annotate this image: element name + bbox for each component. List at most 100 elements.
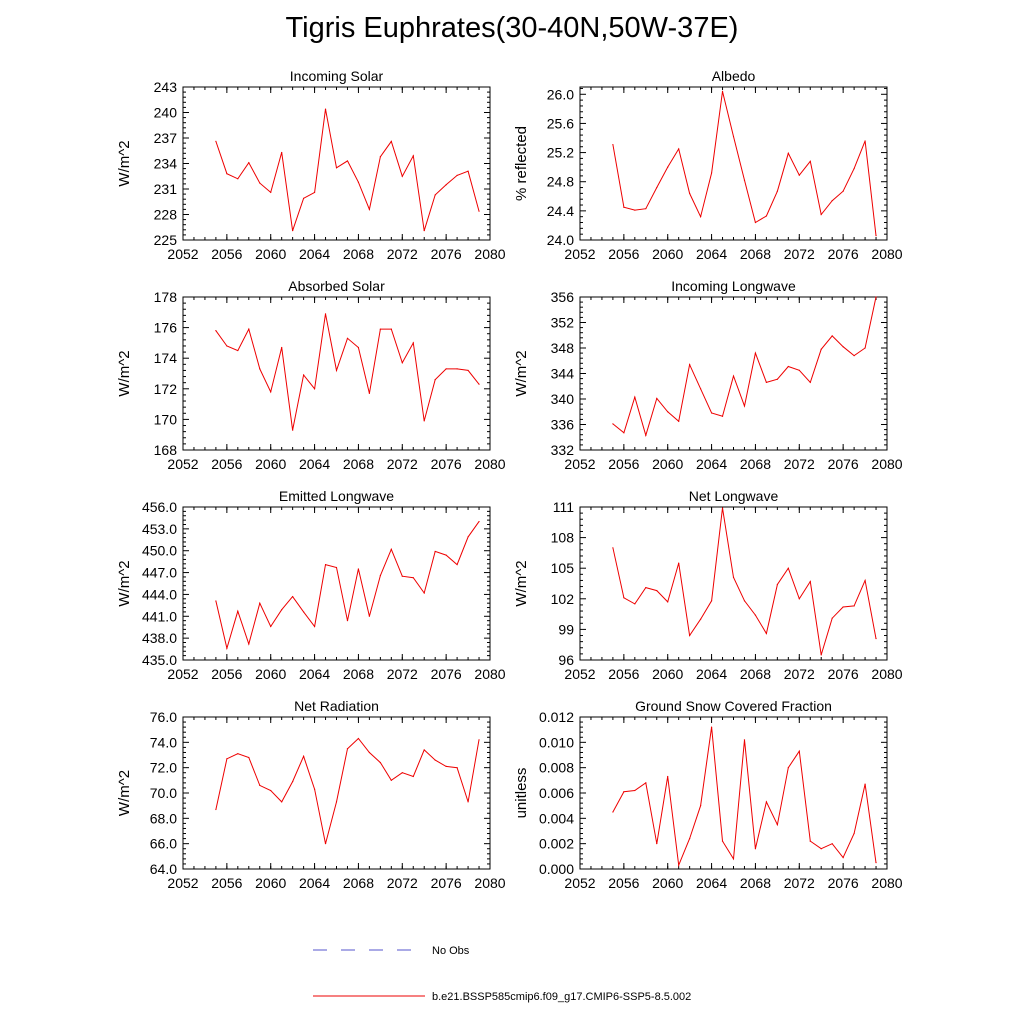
y-tick-label: 74.0 (150, 734, 177, 750)
data-point (423, 230, 425, 232)
x-tick-label: 2068 (343, 456, 374, 472)
y-tick-label: 170 (154, 411, 178, 427)
x-tick-label: 2052 (564, 246, 595, 262)
data-point (831, 843, 833, 845)
data-point (721, 840, 724, 842)
y-tick-label: 76.0 (150, 709, 177, 725)
series-line (215, 109, 480, 231)
x-tick-label: 2064 (299, 456, 330, 472)
data-point (292, 781, 294, 783)
y-tick-label: 105 (551, 560, 575, 576)
data-point (689, 192, 691, 194)
data-point (831, 617, 833, 619)
data-point (667, 601, 669, 603)
data-point (390, 140, 392, 142)
data-point (335, 369, 338, 372)
x-tick-label: 2064 (299, 875, 330, 891)
data-point (645, 434, 647, 436)
data-point (689, 838, 691, 840)
data-point (678, 420, 680, 422)
x-tick-label: 2056 (608, 456, 639, 472)
plot-frame (182, 716, 491, 870)
data-point (478, 383, 480, 385)
data-point (281, 346, 283, 349)
x-tick-label: 2056 (608, 875, 639, 891)
x-tick-label: 2068 (740, 666, 771, 682)
y-axis-label: % reflected (513, 126, 530, 201)
y-axis-label: unitless (513, 768, 530, 819)
x-tick-label: 2080 (474, 875, 505, 891)
data-point (478, 210, 480, 212)
y-tick-label: 0.008 (539, 760, 574, 776)
x-tick-label: 2072 (784, 456, 815, 472)
x-tick-label: 2060 (255, 875, 286, 891)
y-axis-label: W/m^2 (116, 560, 133, 606)
x-tick-label: 2080 (474, 666, 505, 682)
data-point (809, 381, 811, 384)
data-point (864, 140, 866, 142)
x-tick-label: 2068 (740, 246, 771, 262)
x-tick-label: 2072 (784, 666, 815, 682)
data-point (721, 90, 724, 92)
data-point (445, 184, 447, 186)
data-point (313, 788, 316, 790)
data-point (667, 411, 669, 413)
data-point (335, 801, 338, 803)
y-tick-label: 0.002 (539, 836, 574, 852)
data-point (700, 618, 702, 620)
data-point (623, 206, 625, 208)
data-point (303, 611, 305, 613)
y-tick-label: 24.4 (547, 203, 574, 219)
series-line (215, 521, 480, 651)
data-point (226, 758, 228, 760)
data-point (401, 362, 403, 364)
y-tick-label: 456.0 (142, 499, 177, 515)
data-point (237, 610, 239, 612)
data-point (623, 597, 625, 599)
data-point (401, 175, 403, 177)
data-point (390, 548, 392, 550)
data-point (864, 347, 866, 349)
data-point (346, 160, 349, 162)
series-line (612, 727, 877, 868)
data-point (820, 213, 822, 216)
data-point (324, 108, 327, 110)
data-point (401, 575, 403, 577)
data-point (645, 586, 647, 589)
y-tick-label: 225 (154, 232, 178, 248)
x-tick-label: 2060 (652, 456, 683, 472)
x-tick-label: 2052 (167, 456, 198, 472)
data-point (248, 756, 250, 759)
data-point (634, 603, 636, 605)
data-point (710, 726, 713, 728)
y-tick-label: 444.0 (142, 586, 177, 602)
y-tick-label: 26.0 (547, 86, 574, 102)
data-point (226, 647, 228, 649)
data-point (445, 554, 447, 556)
data-point (809, 160, 811, 162)
x-tick-label: 2052 (167, 875, 198, 891)
x-tick-label: 2076 (431, 666, 462, 682)
data-point (357, 568, 360, 570)
data-point (226, 345, 228, 347)
data-point (215, 330, 217, 332)
x-tick-label: 2080 (871, 666, 902, 682)
x-tick-label: 2060 (652, 875, 683, 891)
y-tick-label: 70.0 (150, 785, 177, 801)
data-point (281, 801, 283, 803)
y-tick-label: 64.0 (150, 861, 177, 877)
panel-4: Incoming Longwave W/m^2 2052 2056 2060 2064 20… (513, 278, 903, 472)
data-point (313, 625, 316, 628)
data-point (215, 140, 217, 142)
y-tick-label: 336 (551, 417, 575, 433)
data-point (853, 355, 855, 357)
data-point (798, 369, 800, 371)
panel-8: Ground Snow Covered Fraction unitless 2052… (513, 698, 903, 891)
panel-title: Incoming Longwave (671, 278, 796, 294)
data-point (379, 328, 381, 330)
legend-label: b.e21.BSSP585cmip6.f09_g17.CMIP6-SSP5-8.… (432, 991, 691, 1003)
data-point (875, 862, 877, 864)
data-point (798, 750, 800, 752)
y-tick-label: 441.0 (142, 608, 177, 624)
data-point (743, 739, 746, 741)
